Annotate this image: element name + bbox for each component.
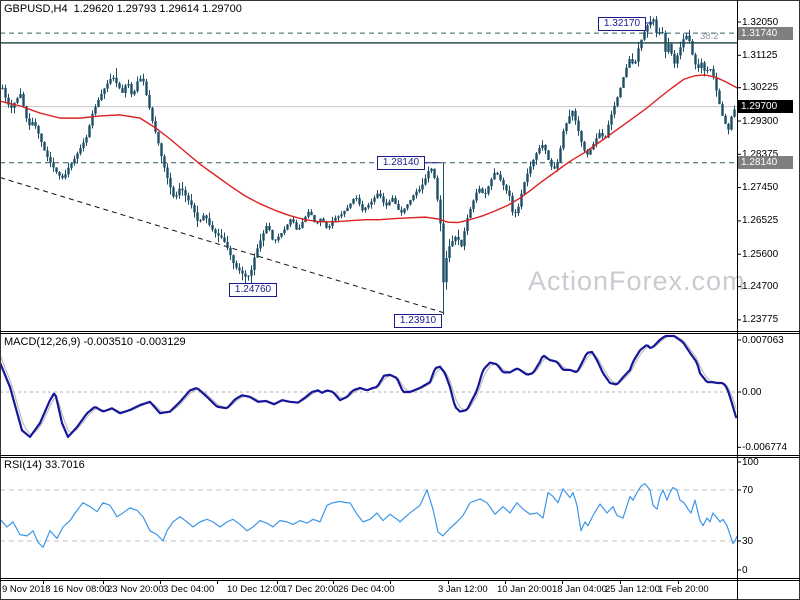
date-label: 26 Dec 04:00 <box>338 584 395 595</box>
macd-axis-label: 0.007063 <box>742 334 784 346</box>
price-tag-1.24760: 1.24760 <box>229 283 277 298</box>
price-axis-label: 1.23775 <box>742 314 779 326</box>
chart-title-ohlc: GBPUSD,H4 1.29620 1.29793 1.29614 1.2970… <box>4 3 242 15</box>
date-label: 17 Dec 20:00 <box>282 584 339 595</box>
rsi-axis-label: 0 <box>742 564 748 576</box>
price-axis-label: 1.24700 <box>742 281 779 293</box>
macd-axis-label: 0.00 <box>742 386 762 398</box>
moving-average-line <box>0 74 738 224</box>
highlighted-price-label: 1.31740 <box>738 26 793 40</box>
rsi-axis-label: 100 <box>742 456 759 468</box>
rsi-indicator-label: RSI(14) 33.7016 <box>4 459 85 471</box>
date-label: 3 Jan 12:00 <box>438 584 488 595</box>
price-axis-label: 1.30225 <box>742 82 779 94</box>
date-label: 25 Jan 12:00 <box>605 584 660 595</box>
price-axis-label: 1.32050 <box>742 16 779 28</box>
date-label: 18 Jan 04:00 <box>552 584 607 595</box>
macd-signal-line <box>0 335 737 435</box>
price-tag-1.23910: 1.23910 <box>394 314 442 329</box>
macd-main-line <box>0 334 738 439</box>
fib-38-2-label: 38.2 <box>700 31 719 42</box>
price-axis-label: 1.29300 <box>742 115 779 127</box>
date-label: 16 Nov 08:00 <box>53 584 110 595</box>
date-label: 10 Dec 12:00 <box>227 584 284 595</box>
date-label: 10 Jan 20:00 <box>497 584 552 595</box>
watermark: ActionForex.com <box>528 266 746 296</box>
macd-axis-label: -0.006774 <box>742 441 788 453</box>
rsi-axis-label: 30 <box>742 535 754 547</box>
date-label: 3 Dec 04:00 <box>163 584 215 595</box>
highlighted-price-label: 1.29700 <box>738 100 793 114</box>
price-axis-label: 1.27450 <box>742 182 779 194</box>
price-axis-label: 1.25600 <box>742 248 779 260</box>
price-axis-label: 1.28375 <box>742 148 779 160</box>
date-label: 9 Nov 2018 <box>2 584 51 595</box>
date-label: 23 Nov 20:00 <box>107 584 164 595</box>
macd-indicator-label: MACD(12,26,9) -0.003510 -0.003129 <box>4 336 186 348</box>
rsi-line <box>0 483 738 548</box>
price-tag-1.32170: 1.32170 <box>598 16 646 31</box>
highlighted-price-label: 1.28140 <box>738 156 793 170</box>
date-label: 1 Feb 20:00 <box>658 584 709 595</box>
price-axis-label: 1.26525 <box>742 215 779 227</box>
price-axis-label: 1.31125 <box>742 49 778 61</box>
descending-trendline <box>0 177 444 313</box>
rsi-axis-label: 70 <box>742 484 754 496</box>
price-tag-1.28140: 1.28140 <box>377 156 425 171</box>
